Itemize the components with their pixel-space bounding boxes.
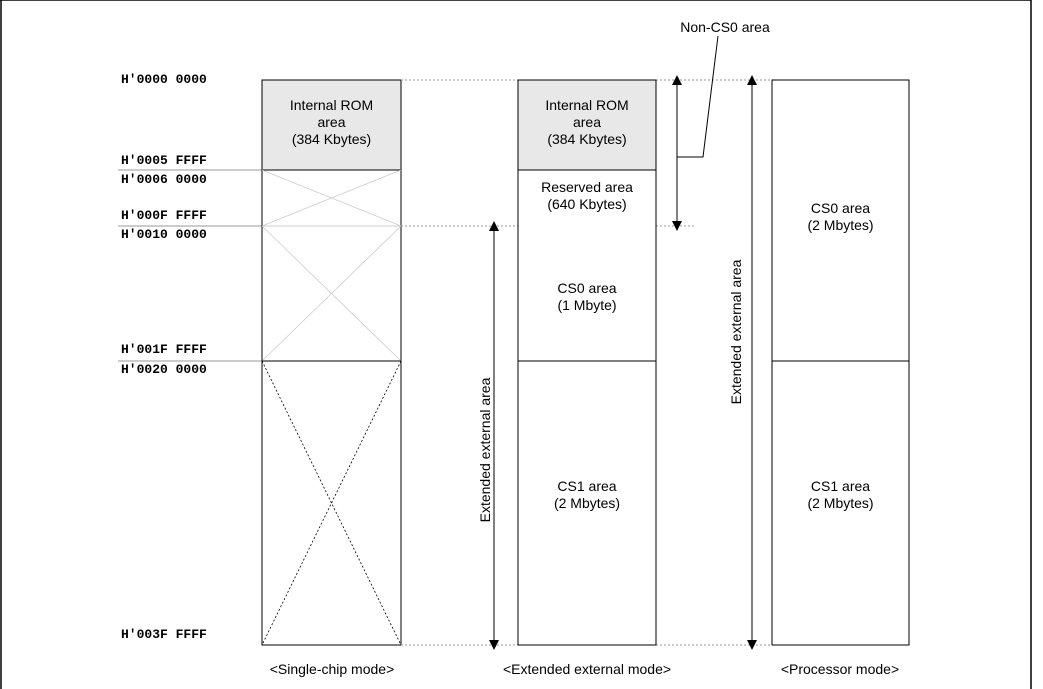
rom-line3: (384 Kbytes) bbox=[291, 131, 372, 147]
extended-cs0-label: CS0 area (1 Mbyte) bbox=[518, 280, 656, 314]
cs0-line2: (1 Mbyte) bbox=[557, 297, 617, 313]
addr-0006-0000: H'0006 0000 bbox=[121, 172, 207, 187]
single-chip-column bbox=[261, 79, 402, 646]
rom-line2: area bbox=[317, 114, 346, 130]
extended-column bbox=[517, 79, 657, 646]
cs0-line1: CS0 area bbox=[557, 280, 617, 296]
non-cs0-label: Non-CS0 area bbox=[680, 19, 770, 35]
cs0-line2: (2 Mbytes) bbox=[807, 217, 874, 233]
processor-column bbox=[771, 79, 910, 646]
cs1-line2: (2 Mbytes) bbox=[553, 495, 621, 511]
rom-line1: Internal ROM bbox=[289, 97, 374, 113]
processor-cs0-label: CS0 area (2 Mbytes) bbox=[772, 200, 909, 234]
addr-0010-0000: H'0010 0000 bbox=[121, 227, 207, 242]
addr-000f-ffff: H'000F FFFF bbox=[121, 208, 207, 223]
cs1-line2: (2 Mbytes) bbox=[807, 495, 874, 511]
single-chip-mode-label: <Single-chip mode> bbox=[269, 661, 395, 677]
addr-001f-ffff: H'001F FFFF bbox=[121, 342, 207, 357]
rom-line1: Internal ROM bbox=[545, 97, 629, 113]
cs1-line1: CS1 area bbox=[810, 478, 871, 494]
reserved-line2: (640 Kbytes) bbox=[547, 196, 627, 212]
extended-mode-label: <Extended external mode> bbox=[502, 661, 672, 677]
addr-003f-ffff: H'003F FFFF bbox=[121, 627, 207, 642]
extended-cs1-label: CS1 area (2 Mbytes) bbox=[518, 478, 656, 512]
single-chip-rom-label: Internal ROM area (384 Kbytes) bbox=[262, 97, 401, 148]
processor-mode-label: <Processor mode> bbox=[780, 661, 900, 677]
reserved-line1: Reserved area bbox=[541, 179, 633, 195]
non-cs0-leader bbox=[677, 35, 719, 158]
extended-reserved-label: Reserved area (640 Kbytes) bbox=[518, 179, 656, 213]
extended-rom-label: Internal ROM area (384 Kbytes) bbox=[518, 97, 656, 148]
processor-cs1-label: CS1 area (2 Mbytes) bbox=[772, 478, 909, 512]
cs1-line1: CS1 area bbox=[557, 478, 617, 494]
processor-ext-area-label: Extended external area bbox=[728, 259, 744, 405]
addr-0000-0000: H'0000 0000 bbox=[121, 72, 207, 87]
rom-line2: area bbox=[572, 114, 602, 130]
rom-line3: (384 Kbytes) bbox=[547, 131, 627, 147]
extended-ext-area-label: Extended external area bbox=[477, 377, 493, 523]
cs0-line1: CS0 area bbox=[810, 200, 871, 216]
addr-0005-ffff: H'0005 FFFF bbox=[121, 153, 207, 168]
addr-0020-0000: H'0020 0000 bbox=[121, 362, 207, 377]
